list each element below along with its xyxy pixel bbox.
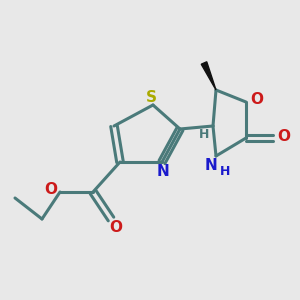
- Text: N: N: [157, 164, 170, 178]
- Text: O: O: [109, 220, 122, 235]
- Text: O: O: [250, 92, 263, 106]
- Text: H: H: [220, 165, 230, 178]
- Text: O: O: [44, 182, 58, 196]
- Text: H: H: [199, 128, 209, 142]
- Text: N: N: [205, 158, 218, 173]
- Text: S: S: [146, 90, 157, 105]
- Polygon shape: [201, 62, 216, 90]
- Text: O: O: [277, 129, 290, 144]
